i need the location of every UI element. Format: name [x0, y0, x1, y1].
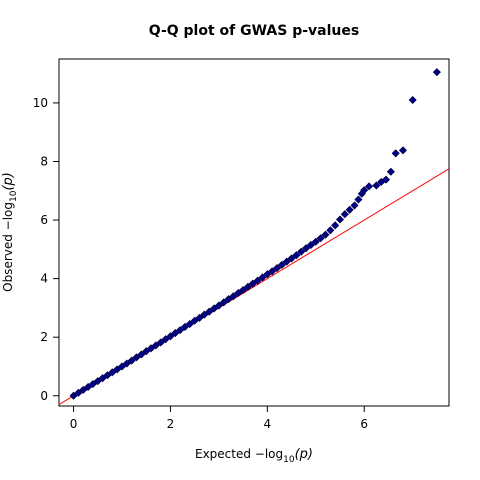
data-point	[243, 282, 252, 291]
data-point	[210, 304, 219, 313]
data-point	[432, 68, 441, 77]
data-point	[398, 146, 407, 155]
data-point	[84, 382, 93, 391]
data-point	[195, 313, 204, 322]
data-point	[151, 341, 160, 350]
data-point	[292, 251, 301, 260]
data-point	[360, 186, 369, 195]
data-point	[297, 247, 306, 256]
y-tick-label: 2	[40, 330, 48, 344]
x-axis: 0 2 4 6	[70, 406, 368, 431]
data-point	[190, 316, 199, 325]
data-point	[103, 371, 112, 380]
y-tick-label: 6	[40, 213, 48, 227]
data-point	[365, 182, 374, 191]
data-point	[277, 260, 286, 269]
data-points	[69, 68, 441, 400]
data-point	[137, 350, 146, 359]
x-tick-label: 6	[360, 417, 368, 431]
data-point	[171, 329, 180, 338]
data-point	[263, 270, 272, 279]
chart-title: Q-Q plot of GWAS p-values	[149, 23, 359, 39]
data-point	[224, 295, 233, 304]
data-point	[132, 353, 141, 362]
x-axis-label: Expected −log10(p)	[195, 447, 313, 465]
data-point	[166, 332, 175, 341]
data-point	[381, 175, 391, 184]
data-point	[234, 288, 243, 297]
data-point	[391, 149, 400, 158]
data-point	[117, 362, 127, 371]
data-point	[350, 201, 359, 210]
data-point	[335, 215, 345, 224]
data-point	[248, 279, 257, 288]
y-tick-label: 4	[40, 272, 48, 286]
data-point	[127, 356, 136, 365]
plot-area	[58, 58, 450, 407]
data-point	[176, 326, 185, 335]
data-point	[108, 368, 117, 377]
data-point	[156, 338, 165, 347]
data-point	[354, 195, 363, 204]
data-point	[98, 374, 107, 383]
data-point	[113, 365, 122, 374]
data-point	[180, 322, 189, 331]
data-point	[69, 391, 78, 400]
data-point	[214, 301, 223, 310]
data-point	[316, 234, 325, 243]
data-point	[340, 210, 349, 219]
x-tick-label: 0	[70, 417, 78, 431]
data-point	[229, 292, 238, 301]
data-point	[93, 377, 102, 386]
data-point	[345, 205, 354, 214]
y-tick-label: 8	[40, 154, 48, 168]
data-point	[185, 319, 194, 329]
data-point	[74, 388, 83, 397]
data-point	[253, 276, 262, 285]
data-point	[142, 347, 151, 356]
y-axis-label: Observed −log10(p)	[1, 172, 19, 292]
y-tick-label: 10	[33, 96, 48, 110]
x-tick-label: 2	[167, 417, 175, 431]
y-tick-label: 0	[40, 389, 48, 403]
data-point	[331, 221, 340, 230]
data-point	[282, 257, 291, 266]
data-point	[122, 359, 131, 368]
data-point	[258, 273, 267, 282]
data-point	[88, 380, 97, 389]
data-point	[268, 267, 277, 276]
data-point	[302, 244, 311, 253]
data-point	[311, 237, 320, 246]
data-point	[408, 95, 417, 105]
data-point	[326, 226, 335, 235]
data-point	[386, 167, 395, 176]
data-point	[161, 335, 170, 344]
y-axis: 0 2 4 6 8 10	[33, 96, 59, 403]
data-point	[372, 181, 381, 190]
data-point	[205, 307, 214, 316]
data-point	[321, 230, 330, 239]
data-point	[287, 254, 296, 263]
x-tick-label: 4	[264, 417, 272, 431]
data-point	[79, 385, 88, 394]
data-point	[219, 298, 228, 307]
data-point	[239, 286, 248, 295]
data-point	[147, 344, 156, 353]
data-point	[200, 310, 209, 319]
data-point	[272, 264, 282, 273]
data-point	[306, 240, 315, 249]
